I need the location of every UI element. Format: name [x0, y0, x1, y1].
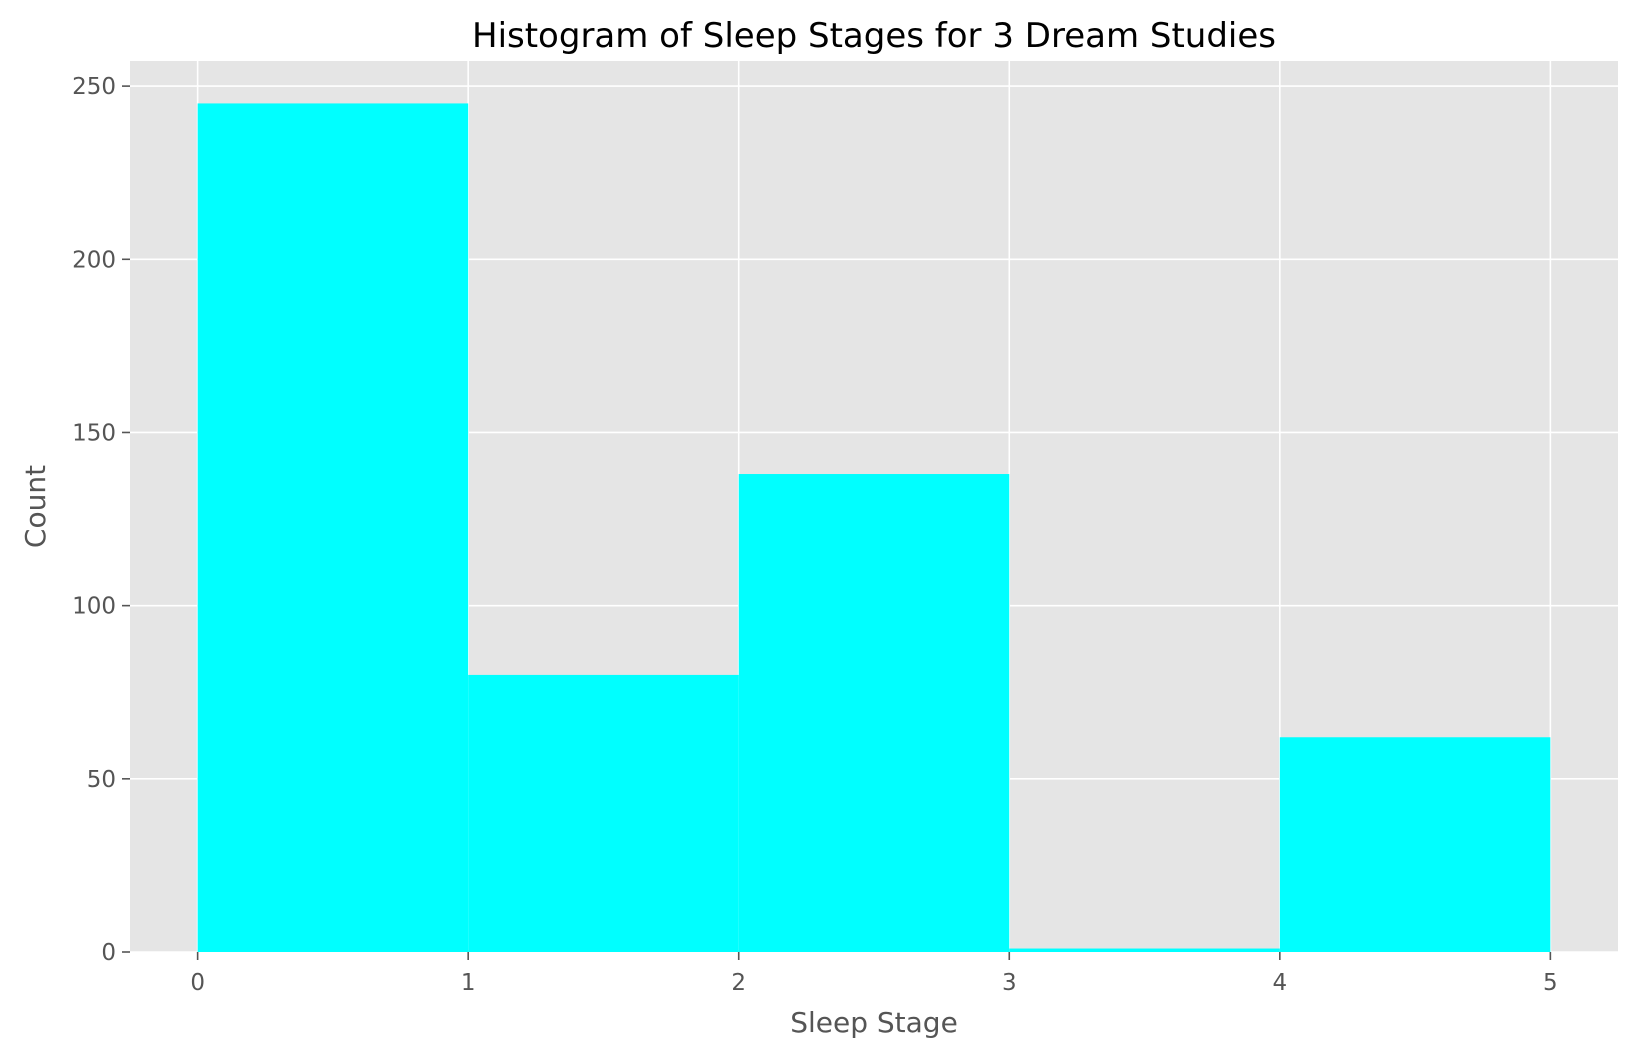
histogram-bar-1: [468, 674, 739, 952]
y-axis-label: Count: [19, 465, 52, 548]
histogram-bar-0: [197, 103, 469, 952]
y-tick-label: 50: [87, 767, 116, 793]
x-axis-label: Sleep Stage: [790, 1006, 958, 1039]
x-tick-label: 0: [190, 970, 205, 996]
bars: [197, 103, 1551, 952]
chart-title: Histogram of Sleep Stages for 3 Dream St…: [472, 16, 1276, 56]
x-tick-label: 2: [731, 970, 746, 996]
y-tick-label: 150: [72, 420, 116, 446]
x-tick-label: 3: [1002, 970, 1017, 996]
x-tick-label: 5: [1543, 970, 1558, 996]
x-tick-label: 4: [1272, 970, 1287, 996]
y-tick-label: 200: [72, 247, 116, 273]
y-tick-label: 100: [72, 594, 116, 620]
y-tick-label: 0: [101, 940, 116, 966]
x-tick-label: 1: [461, 970, 476, 996]
histogram-bar-4: [1279, 737, 1551, 952]
y-tick-label: 250: [72, 74, 116, 100]
histogram-bar-3: [1009, 948, 1280, 952]
histogram-bar-2: [738, 474, 1010, 952]
